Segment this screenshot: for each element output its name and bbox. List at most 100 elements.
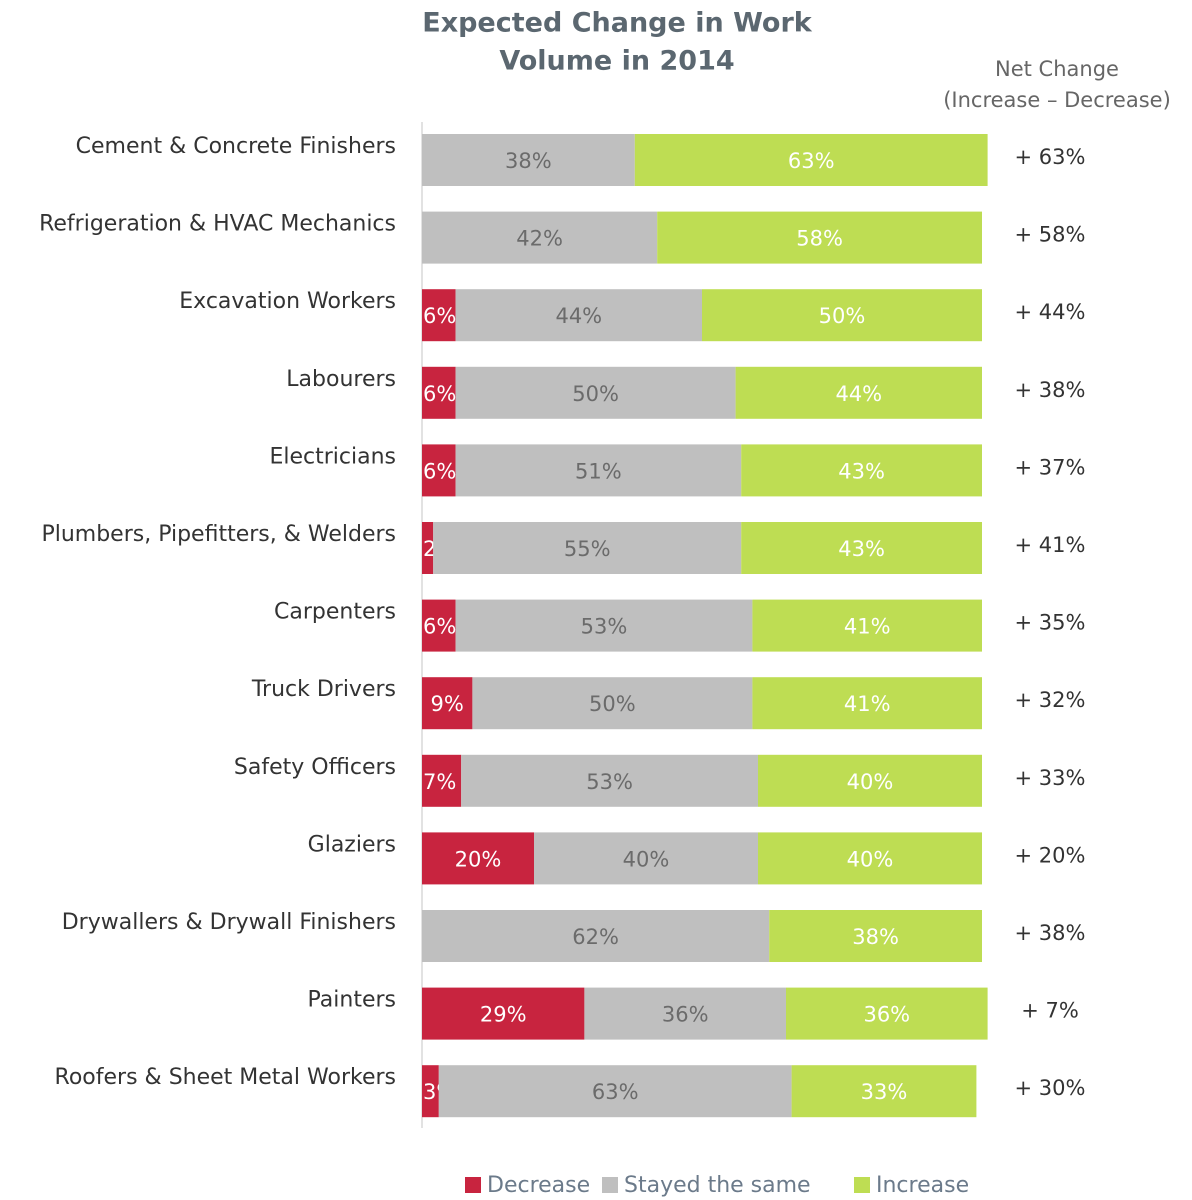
category-label: Glaziers bbox=[308, 832, 396, 857]
category-label: Excavation Workers bbox=[179, 289, 396, 314]
value-label: 38% bbox=[505, 149, 552, 173]
value-label: 40% bbox=[847, 770, 894, 794]
chart-title: Expected Change in Work bbox=[422, 8, 813, 39]
value-label: 50% bbox=[572, 382, 619, 406]
bar-segment bbox=[422, 444, 456, 497]
bar-segment bbox=[758, 832, 982, 885]
legend-label: Increase bbox=[876, 1173, 969, 1198]
bar-segment bbox=[758, 754, 982, 807]
net-change-label: + 37% bbox=[1015, 455, 1086, 479]
net-change-label: + 32% bbox=[1015, 688, 1086, 712]
bar-segment bbox=[534, 832, 758, 885]
value-label: 51% bbox=[575, 459, 622, 483]
bar-segment bbox=[584, 987, 786, 1040]
bar-segment bbox=[791, 1065, 977, 1118]
net-change-label: + 58% bbox=[1015, 223, 1086, 247]
bar-segment bbox=[422, 289, 456, 342]
category-label: Safety Officers bbox=[234, 755, 396, 780]
net-change-label: + 30% bbox=[1015, 1076, 1086, 1100]
net-change-label: + 38% bbox=[1015, 921, 1086, 945]
value-label: 40% bbox=[623, 847, 670, 871]
value-label: 44% bbox=[555, 304, 602, 328]
value-label: 40% bbox=[847, 847, 894, 871]
legend-swatch bbox=[854, 1177, 870, 1193]
bar-segment bbox=[455, 289, 702, 342]
net-change-header: Net Change bbox=[995, 57, 1119, 81]
category-label: Refrigeration & HVAC Mechanics bbox=[39, 212, 396, 237]
net-change-label: + 63% bbox=[1015, 145, 1086, 169]
bar-segment bbox=[741, 522, 982, 574]
bar-segment bbox=[422, 211, 658, 264]
bar-segment bbox=[422, 754, 462, 807]
bar-segment bbox=[422, 366, 456, 419]
bar-segment bbox=[461, 754, 758, 807]
value-label: 7% bbox=[423, 770, 456, 794]
category-label: Painters bbox=[308, 988, 396, 1013]
net-change-label: + 33% bbox=[1015, 766, 1086, 790]
bar-segment bbox=[455, 599, 753, 652]
value-label: 36% bbox=[863, 1003, 910, 1027]
value-label: 6% bbox=[423, 615, 456, 639]
value-label: 9% bbox=[431, 692, 464, 716]
value-label: 53% bbox=[581, 615, 628, 639]
value-label: 36% bbox=[662, 1003, 709, 1027]
bar-segment bbox=[422, 910, 770, 962]
category-label: Electricians bbox=[269, 444, 396, 469]
net-change-label: + 20% bbox=[1015, 843, 1086, 867]
value-label: 41% bbox=[844, 615, 891, 639]
value-label: 62% bbox=[572, 925, 619, 949]
net-change-label: + 44% bbox=[1015, 300, 1086, 324]
bar-segment bbox=[657, 211, 982, 264]
legend-swatch bbox=[465, 1177, 481, 1193]
value-label: 20% bbox=[455, 847, 502, 871]
net-change-header: (Increase – Decrease) bbox=[943, 88, 1171, 112]
value-label: 63% bbox=[788, 149, 835, 173]
value-label: 29% bbox=[480, 1003, 527, 1027]
net-change-label: + 38% bbox=[1015, 378, 1086, 402]
bar-segment bbox=[634, 134, 988, 186]
value-label: 44% bbox=[835, 382, 882, 406]
bar-segment bbox=[422, 522, 434, 574]
category-label: Drywallers & Drywall Finishers bbox=[62, 910, 396, 935]
bar-segment bbox=[752, 599, 982, 652]
bar-segment bbox=[769, 910, 982, 962]
bar-segment bbox=[422, 599, 456, 652]
value-label: 55% bbox=[564, 537, 611, 561]
bar-segment bbox=[422, 134, 635, 186]
net-change-label: + 41% bbox=[1015, 533, 1086, 557]
category-label: Cement & Concrete Finishers bbox=[76, 134, 396, 159]
category-label: Truck Drivers bbox=[251, 677, 396, 702]
bar-segment bbox=[786, 987, 988, 1040]
bar-segment bbox=[422, 987, 585, 1040]
bar-segment bbox=[433, 522, 742, 574]
bar-segment bbox=[472, 677, 753, 730]
value-label: 42% bbox=[516, 227, 563, 251]
value-label: 43% bbox=[838, 537, 885, 561]
value-label: 6% bbox=[423, 459, 456, 483]
value-label: 43% bbox=[838, 459, 885, 483]
bar-segment bbox=[422, 832, 534, 885]
legend-label: Decrease bbox=[487, 1173, 590, 1198]
bar-segment bbox=[752, 677, 982, 730]
value-label: 6% bbox=[423, 382, 456, 406]
category-label: Plumbers, Pipefitters, & Welders bbox=[41, 522, 396, 547]
bar-segment bbox=[455, 444, 742, 497]
legend-label: Stayed the same bbox=[624, 1173, 811, 1198]
value-label: 53% bbox=[586, 770, 633, 794]
value-label: 50% bbox=[819, 304, 866, 328]
value-label: 50% bbox=[589, 692, 636, 716]
bar-segment bbox=[438, 1065, 792, 1118]
bar-segment bbox=[455, 366, 736, 419]
value-label: 6% bbox=[423, 304, 456, 328]
bar-segment bbox=[422, 677, 473, 730]
bar-segment bbox=[702, 289, 982, 342]
value-label: 58% bbox=[796, 227, 843, 251]
net-change-label: + 7% bbox=[1021, 999, 1079, 1023]
category-label: Roofers & Sheet Metal Workers bbox=[55, 1065, 396, 1090]
value-label: 33% bbox=[861, 1080, 908, 1104]
category-label: Labourers bbox=[286, 367, 396, 392]
bar-segment bbox=[735, 366, 982, 419]
bar-segment bbox=[422, 1065, 439, 1118]
bar-segment bbox=[741, 444, 982, 497]
